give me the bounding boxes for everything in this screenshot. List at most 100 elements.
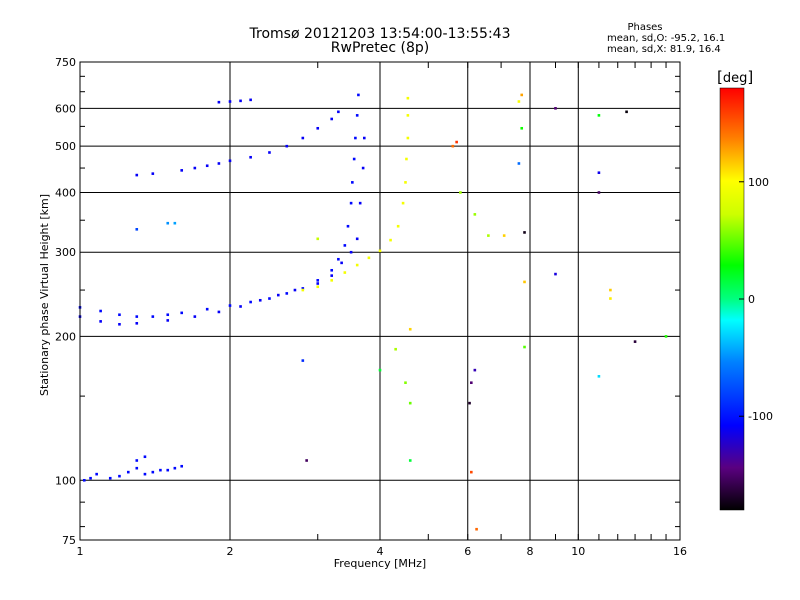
colorbar-tick-label: 100 [748, 176, 769, 189]
isolated-point [517, 100, 521, 103]
f-layer-o-upper-point [217, 310, 221, 314]
e-layer-echoes-point [135, 466, 139, 470]
f-layer-x-point [343, 271, 347, 274]
isolated-point [459, 191, 462, 194]
chart-title: Tromsø 20121203 13:54:00-13:55:43 [249, 26, 511, 42]
isolated-point [554, 272, 557, 276]
grid-lines [80, 62, 680, 540]
isolated-point [487, 234, 490, 237]
f-layer-o-upper-point [135, 322, 139, 325]
isolated-point [473, 213, 477, 216]
e-layer-echoes-point [166, 468, 170, 472]
isolated-point [135, 228, 139, 231]
isolated-point [451, 144, 455, 148]
f-layer-o-upper-point [239, 305, 242, 308]
f-layer-o-upper-point [118, 322, 121, 326]
f-layer-o-lower-point [330, 268, 334, 272]
e-layer-echoes-point [82, 478, 86, 482]
f-layer-o-lower-point [346, 224, 350, 228]
colorbar-tick-label: 0 [748, 293, 755, 306]
f-layer-o-upper-point [349, 250, 353, 254]
isolated-point [633, 340, 637, 343]
upper-trace-point [205, 164, 209, 168]
isolated-point [664, 335, 668, 338]
isolated-point [166, 221, 170, 225]
upper-trace-point [330, 117, 334, 121]
isolated-point [408, 459, 412, 462]
f-layer-o-upper-point [340, 261, 343, 265]
upper-patch-point [228, 100, 232, 103]
upper-trace-point [228, 159, 232, 163]
x-tick-label: 8 [527, 545, 534, 558]
isolated-point [301, 359, 305, 362]
isolated-point [404, 381, 407, 385]
f-layer-o-upper-point [355, 237, 359, 241]
y-tick-label: 600 [55, 102, 76, 115]
isolated-point [473, 368, 477, 372]
chart-subtitle: RwPretec (8p) [330, 40, 430, 56]
y-tick-label: 300 [55, 246, 76, 259]
f-layer-o-upper-point [193, 315, 197, 318]
f-layer-x-point [355, 263, 359, 267]
f-layer-o-lower-point [118, 313, 121, 317]
isolated-point [523, 345, 526, 349]
f-layer-x-point [396, 224, 400, 228]
e-layer-echoes-point [108, 476, 112, 480]
x-tick-label: 16 [673, 545, 687, 558]
f-layer-o-lower-point [228, 304, 232, 307]
e-layer-echoes-point [159, 468, 162, 472]
f-layer-o-lower-point [301, 287, 305, 290]
e-layer-echoes-point [151, 470, 155, 474]
x-tick-label: 1 [77, 545, 84, 558]
isolated-point [394, 347, 397, 351]
upper-trace-point [151, 172, 155, 175]
e-layer-echoes-point [95, 472, 98, 476]
f-layer-x-point [316, 285, 320, 289]
f-layer-o-lower-point [268, 297, 271, 300]
x-tick-label: 10 [571, 545, 585, 558]
f-layer-x-point [301, 288, 305, 292]
upper-patch-point [217, 100, 221, 104]
isolated-point [468, 401, 471, 405]
f-layer-o-upper-point [99, 320, 102, 323]
isolated-point [625, 110, 628, 114]
f-layer-o-upper-point [358, 201, 362, 205]
upper-trace-point [193, 166, 197, 170]
isolated-point [408, 327, 412, 331]
x-tick-label: 4 [377, 545, 384, 558]
upper-trace-point [135, 173, 139, 177]
upper-trace-point [268, 151, 271, 154]
y-tick-label: 100 [55, 474, 76, 487]
f-layer-o-lower-point [354, 136, 357, 140]
f-layer-x-point [406, 136, 410, 140]
e-layer-echoes-point [118, 474, 121, 478]
isolated-point [597, 171, 601, 175]
isolated-point [523, 280, 526, 284]
axis-ticks [79, 62, 681, 540]
e-layer-echoes-point [89, 476, 92, 480]
f-layer-o-lower-point [337, 257, 340, 261]
isolated-point [305, 459, 308, 462]
x-tick-label: 6 [464, 545, 471, 558]
upper-trace-point [337, 110, 340, 114]
f-layer-o-lower-point [135, 315, 139, 318]
isolated-point [597, 114, 601, 117]
isolated-point [517, 162, 521, 165]
upper-trace-point [249, 155, 252, 159]
colorbar-unit: deg [722, 71, 748, 86]
isolated-point [173, 221, 177, 225]
y-tick-label: 750 [55, 56, 76, 69]
f-layer-o-upper-point [316, 282, 320, 285]
isolated-point [470, 470, 473, 474]
upper-trace-point [316, 126, 320, 130]
isolated-point [502, 234, 506, 237]
f-layer-x-point [401, 201, 405, 205]
f-layer-o-lower-point [316, 279, 320, 282]
isolated-point [378, 368, 382, 372]
isolated-point [470, 381, 473, 385]
e-layer-echoes-point [180, 464, 184, 468]
f-layer-o-lower-point [343, 244, 347, 247]
f-layer-x-point [406, 114, 410, 117]
